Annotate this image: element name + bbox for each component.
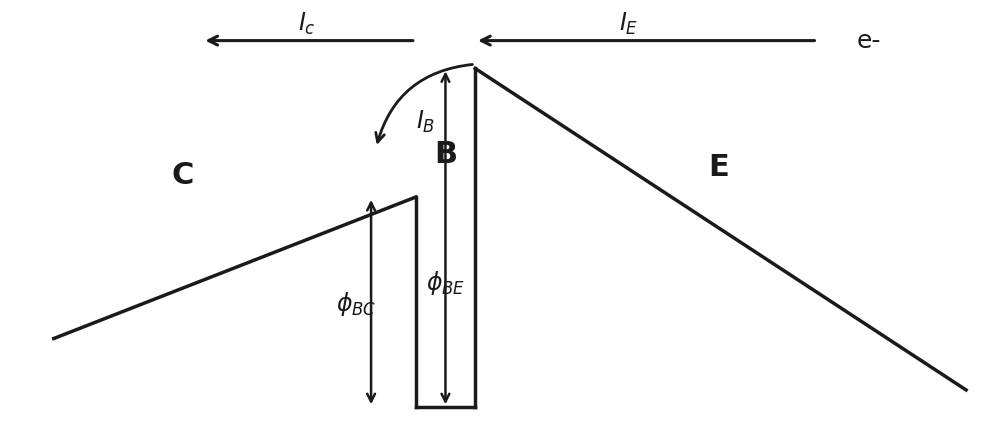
- Text: $I_B$: $I_B$: [416, 109, 435, 135]
- Text: $I_c$: $I_c$: [298, 10, 316, 37]
- Text: $\phi_{BE}$: $\phi_{BE}$: [426, 269, 465, 297]
- Text: B: B: [434, 140, 457, 169]
- Text: C: C: [171, 161, 194, 190]
- Text: E: E: [708, 153, 729, 181]
- Text: $I_E$: $I_E$: [619, 10, 639, 37]
- Text: $\phi_{BC}$: $\phi_{BC}$: [336, 290, 376, 318]
- Text: e-: e-: [857, 28, 882, 52]
